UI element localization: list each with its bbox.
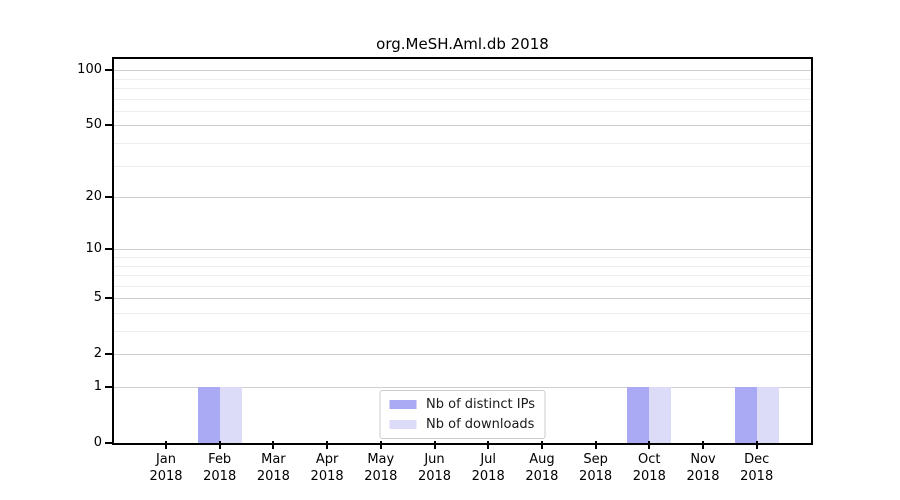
x-tick-mark xyxy=(165,441,167,449)
y-tick-mark xyxy=(105,386,113,388)
bar-downloads xyxy=(219,387,242,443)
y-tick-mark xyxy=(105,248,113,251)
gridline-minor xyxy=(114,331,811,332)
x-tick-label: Jun 2018 xyxy=(417,452,452,484)
x-tick-mark xyxy=(218,441,221,449)
x-tick-mark xyxy=(272,441,275,449)
x-tick-mark xyxy=(594,441,597,449)
gridline-major xyxy=(114,197,811,198)
gridline-minor xyxy=(114,143,811,144)
x-tick-mark xyxy=(755,441,758,449)
x-tick-label: May 2018 xyxy=(364,452,398,484)
x-tick-label: Sep 2018 xyxy=(579,452,613,484)
y-tick-label: 1 xyxy=(93,379,102,394)
gridline-minor xyxy=(114,166,811,167)
gridline-minor xyxy=(114,79,811,80)
legend-swatch-distinct-ips xyxy=(389,400,417,409)
legend-label-distinct-ips: Nb of distinct IPs xyxy=(426,397,535,412)
y-tick-label: 10 xyxy=(85,241,102,257)
bar-distinct-ips xyxy=(197,387,220,443)
x-tick-label: Aug 2018 xyxy=(525,452,559,484)
bar-distinct-ips xyxy=(734,387,757,443)
x-tick-label: Nov 2018 xyxy=(686,452,720,484)
x-tick-mark xyxy=(433,441,436,449)
gridline-minor xyxy=(114,313,811,314)
gridline-major xyxy=(114,70,811,71)
y-tick-mark xyxy=(105,442,113,444)
legend-swatch-downloads xyxy=(389,420,417,429)
x-tick-label: Oct 2018 xyxy=(632,452,666,484)
legend-label-downloads: Nb of downloads xyxy=(426,417,535,432)
y-tick-mark xyxy=(105,297,113,300)
x-tick-label: Feb 2018 xyxy=(203,452,237,484)
gridline-minor xyxy=(114,286,811,287)
x-tick-label: Mar 2018 xyxy=(256,452,290,484)
gridline-minor xyxy=(114,266,811,267)
y-tick-label: 5 xyxy=(93,290,102,306)
gridline-minor xyxy=(114,99,811,100)
chart-title: org.MeSH.Aml.db 2018 xyxy=(376,35,549,53)
y-tick-mark xyxy=(105,69,113,72)
x-tick-mark xyxy=(648,441,651,449)
x-tick-label: Jan 2018 xyxy=(149,452,183,484)
y-tick-mark xyxy=(105,196,113,199)
x-tick-label: Jul 2018 xyxy=(471,452,505,484)
gridline-minor xyxy=(114,111,811,112)
y-tick-label: 20 xyxy=(85,189,102,205)
x-tick-mark xyxy=(702,441,704,449)
x-tick-mark xyxy=(540,441,543,449)
gridline-minor xyxy=(114,257,811,258)
x-tick-mark xyxy=(487,441,490,449)
plot-area: Nb of distinct IPs Nb of downloads xyxy=(112,57,813,445)
y-tick-label: 50 xyxy=(85,117,102,133)
legend: Nb of distinct IPs Nb of downloads xyxy=(379,390,546,439)
x-tick-label: Apr 2018 xyxy=(310,452,344,484)
gridline-minor xyxy=(114,88,811,89)
x-tick-mark xyxy=(326,441,329,449)
x-tick-mark xyxy=(379,441,382,449)
y-tick-label: 2 xyxy=(93,346,102,362)
gridline-major xyxy=(114,298,811,299)
bar-downloads xyxy=(756,387,779,443)
legend-item-downloads: Nb of downloads xyxy=(389,417,535,432)
gridline-major xyxy=(114,387,811,388)
gridline-minor xyxy=(114,275,811,276)
bar-downloads xyxy=(649,387,672,443)
gridline-major xyxy=(114,249,811,250)
legend-item-distinct-ips: Nb of distinct IPs xyxy=(389,397,535,412)
y-tick-mark xyxy=(105,124,113,127)
gridline-major xyxy=(114,125,811,126)
gridline-major xyxy=(114,354,811,355)
y-tick-mark xyxy=(105,353,113,356)
bar-distinct-ips xyxy=(627,387,650,443)
x-tick-label: Dec 2018 xyxy=(740,452,774,484)
y-tick-label: 100 xyxy=(77,62,102,78)
y-tick-label: 0 xyxy=(93,435,102,450)
